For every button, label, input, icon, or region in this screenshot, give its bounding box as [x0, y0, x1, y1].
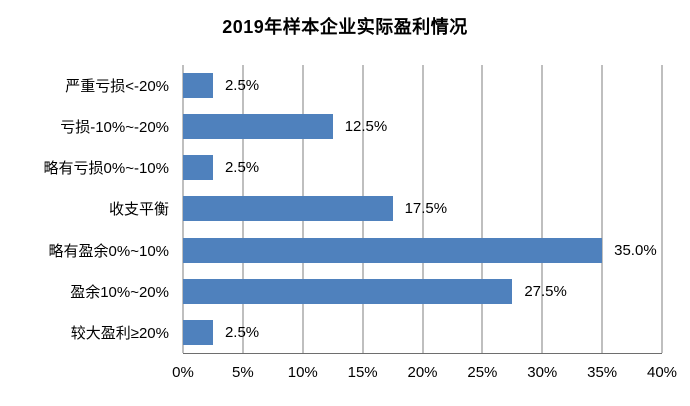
value-label: 12.5%: [344, 118, 388, 136]
x-tick-label: 5%: [232, 364, 254, 381]
bar: [183, 155, 213, 181]
bar: [183, 114, 333, 140]
bar: [183, 73, 213, 98]
category-label: 略有亏损0%~-10%: [43, 160, 169, 178]
x-tick-label: 15%: [347, 364, 378, 381]
x-tick-label: 20%: [407, 364, 438, 381]
x-tick-label: 10%: [287, 364, 318, 381]
gridline: [661, 65, 663, 353]
bar-row: 27.5%: [183, 271, 662, 312]
gridline: [601, 65, 603, 353]
value-label: 2.5%: [224, 77, 260, 94]
category-label: 略有盈余0%~10%: [48, 242, 169, 260]
plot-area: 2.5% 12.5% 2.5% 17.5% 35.0% 27.5% 2.5%: [182, 65, 663, 354]
x-tick-label: 30%: [527, 364, 558, 381]
gridline: [541, 65, 543, 353]
y-axis-labels: 严重亏损<-20% 亏损-10%~-20% 略有亏损0%~-10% 收支平衡略有盈余0…: [0, 65, 176, 353]
value-label: 35.0%: [614, 241, 657, 259]
bar: [183, 237, 603, 263]
x-axis-labels: 0% 5% 10% 15% 20% 25% 30% 35% 40%: [172, 364, 677, 386]
bar: [183, 319, 213, 345]
value-label: 17.5%: [404, 200, 448, 218]
category-label: 盈余10%~20%: [70, 283, 169, 301]
bar-row: 2.5%: [183, 147, 662, 188]
bar-row: 35.0%: [183, 230, 662, 271]
x-tick-label: 35%: [587, 364, 618, 381]
gridline: [481, 65, 483, 353]
bar-row: 2.5%: [183, 65, 662, 106]
gridline: [422, 65, 423, 353]
x-tick-label: 40%: [646, 364, 678, 381]
bar: [183, 196, 393, 222]
category-label: 较大盈利≥20%: [70, 324, 169, 342]
category-label: 严重亏损<-20%: [65, 78, 169, 96]
value-label: 27.5%: [524, 282, 567, 300]
value-label: 2.5%: [224, 159, 260, 177]
x-tick-label: 25%: [467, 364, 498, 381]
bar: [183, 278, 513, 304]
x-tick-label: 0%: [172, 364, 194, 381]
bar-row: 17.5%: [183, 188, 662, 229]
bar-row: 12.5%: [183, 106, 662, 147]
value-label: 2.5%: [224, 323, 260, 341]
chart-title: 2019年样本企业实际盈利情况: [222, 17, 468, 37]
category-label: 收支平衡: [108, 201, 169, 219]
category-label: 亏损-10%~-20%: [60, 119, 169, 137]
bar-row: 2.5%: [183, 312, 662, 353]
